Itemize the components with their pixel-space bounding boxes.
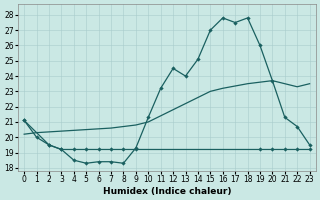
X-axis label: Humidex (Indice chaleur): Humidex (Indice chaleur) bbox=[103, 187, 231, 196]
